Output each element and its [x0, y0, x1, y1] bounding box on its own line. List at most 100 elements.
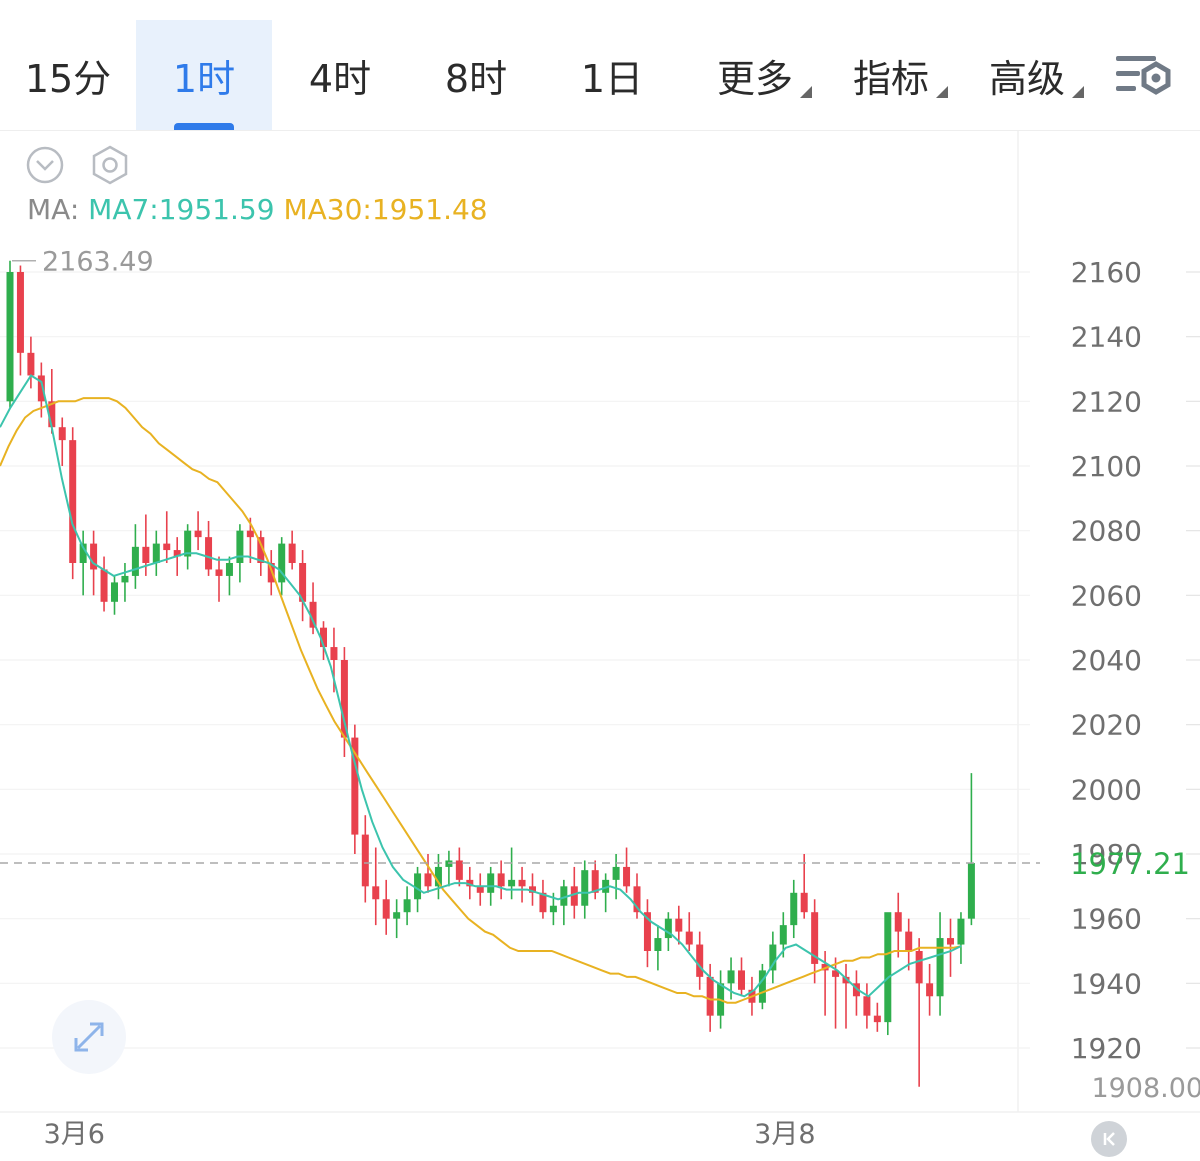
candle-body: [79, 543, 87, 563]
candle-body: [560, 886, 568, 906]
x-tick-label: 3月6: [44, 1119, 105, 1150]
active-tab-indicator: [174, 123, 234, 130]
tab-15min[interactable]: 15分: [0, 20, 136, 130]
candle-body: [215, 569, 223, 576]
candle-body: [706, 976, 714, 1016]
candle-body: [842, 976, 850, 984]
y-tick-label: 1960: [1071, 903, 1142, 936]
max-price-label: 2163.49: [42, 247, 154, 278]
candle-body: [466, 879, 474, 887]
candle-body: [957, 918, 965, 945]
collapse-button[interactable]: [25, 145, 65, 185]
chart-settings-button[interactable]: [1112, 50, 1176, 102]
candle-body: [915, 951, 923, 984]
candle-body: [529, 886, 536, 893]
candle-body: [727, 970, 735, 984]
tab-label: 1日: [580, 56, 644, 101]
candle-body: [361, 834, 369, 887]
tab-label: 更多: [716, 56, 793, 101]
candle-body: [612, 866, 620, 880]
candle-body: [58, 427, 66, 441]
ma7-line: [0, 374, 962, 998]
timeframe-tabs: 15分 1时 4时 8时 1日 更多 指标 高级: [0, 0, 1200, 130]
candle-body: [257, 537, 265, 563]
tab-8hour[interactable]: 8时: [408, 20, 544, 130]
candle-body: [549, 905, 557, 913]
dropdown-caret-icon: [1072, 86, 1084, 98]
candle-body: [455, 860, 463, 880]
candle-body: [643, 912, 651, 951]
fullscreen-button[interactable]: [52, 1000, 126, 1074]
candle-body: [246, 530, 254, 538]
y-tick-label: 2120: [1071, 385, 1142, 418]
candle-body: [278, 543, 286, 583]
candle-body: [476, 886, 484, 893]
x-tick-label: 3月8: [754, 1119, 815, 1150]
candle-body: [633, 886, 641, 913]
candle-body: [947, 938, 954, 945]
candle-body: [581, 870, 589, 906]
current-price-label: 1977.21: [1070, 847, 1190, 881]
tab-indicators[interactable]: 指标: [836, 20, 948, 130]
candle-body: [623, 866, 631, 887]
tab-4hour[interactable]: 4时: [272, 20, 408, 130]
candle-body: [330, 647, 338, 660]
expand-icon: [74, 1022, 104, 1052]
scroll-to-latest-button[interactable]: [1091, 1121, 1127, 1157]
candle-body: [539, 892, 547, 913]
candle-body: [738, 970, 745, 990]
candle-body: [173, 550, 181, 557]
dropdown-caret-icon: [800, 86, 812, 98]
indicator-settings-button[interactable]: [88, 143, 132, 187]
candle-body: [340, 660, 348, 738]
candle-body: [111, 582, 118, 602]
tab-label: 指标: [852, 56, 929, 101]
candle-body: [382, 899, 390, 919]
candle-body: [779, 925, 787, 945]
candle-body: [967, 863, 975, 919]
chart-settings-icon: [1116, 56, 1171, 95]
candle-body: [811, 912, 819, 964]
candle-body: [602, 879, 610, 893]
candle-body: [194, 530, 202, 538]
ma30-value: MA30:1951.48: [283, 193, 488, 226]
candle-body: [131, 546, 139, 576]
candle-body: [758, 970, 766, 1003]
candle-body: [905, 931, 913, 951]
candle-body: [570, 886, 578, 906]
candle-body: [225, 563, 233, 576]
dropdown-caret-icon: [936, 86, 948, 98]
candle-body: [288, 543, 296, 563]
tab-label: 8时: [444, 56, 508, 101]
candle-body: [142, 546, 150, 563]
candle-body: [487, 873, 495, 893]
tabs-divider: [0, 130, 1200, 131]
y-tick-label: 2080: [1071, 515, 1142, 548]
moving-average-legend: MA: MA7:1951.59 MA30:1951.48: [27, 193, 488, 226]
y-tick-label: 2040: [1071, 644, 1142, 677]
tab-advanced[interactable]: 高级: [972, 20, 1084, 130]
candle-body: [769, 944, 777, 971]
candle-body: [800, 892, 808, 913]
candle-body: [163, 543, 171, 551]
y-tick-label: 2000: [1071, 773, 1142, 806]
y-tick-label: 1980: [1071, 838, 1142, 871]
candle-body: [351, 737, 359, 835]
tab-1day[interactable]: 1日: [544, 20, 680, 130]
candle-body: [434, 866, 442, 887]
ma-label: MA:: [27, 193, 80, 226]
y-tick-label: 2100: [1071, 450, 1142, 483]
candle-body: [90, 543, 98, 570]
candle-body: [894, 912, 902, 932]
candle-body: [236, 530, 244, 563]
tab-1hour[interactable]: 1时: [136, 20, 272, 130]
candle-body: [884, 912, 892, 1023]
candle-body: [372, 886, 380, 900]
tab-more[interactable]: 更多: [700, 20, 812, 130]
ma7-value: MA7:1951.59: [88, 193, 275, 226]
min-price-label: 1908.00: [1091, 1073, 1200, 1104]
candle-body: [424, 873, 432, 887]
hexagon-gear-icon: [92, 145, 128, 185]
candle-body: [393, 912, 401, 919]
